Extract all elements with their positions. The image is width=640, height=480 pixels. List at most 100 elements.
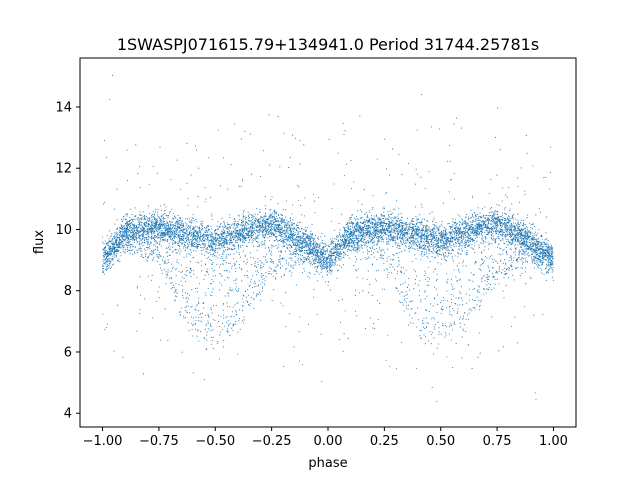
data-point bbox=[469, 234, 471, 236]
data-point bbox=[213, 230, 215, 232]
data-point bbox=[298, 199, 300, 201]
data-point bbox=[197, 301, 200, 303]
data-point bbox=[313, 237, 315, 239]
data-point bbox=[200, 223, 202, 225]
data-point bbox=[510, 264, 512, 266]
data-point bbox=[399, 245, 401, 247]
data-point bbox=[338, 248, 340, 250]
data-point bbox=[447, 279, 449, 281]
data-point bbox=[397, 218, 399, 220]
data-point bbox=[171, 223, 173, 225]
data-point bbox=[228, 277, 230, 279]
data-point bbox=[448, 249, 450, 251]
data-point bbox=[406, 226, 408, 228]
data-point bbox=[550, 250, 553, 252]
data-point bbox=[256, 241, 259, 243]
data-point bbox=[286, 243, 288, 245]
data-point bbox=[433, 247, 435, 249]
data-point bbox=[435, 225, 437, 227]
data-point bbox=[229, 236, 231, 238]
data-point bbox=[200, 244, 202, 246]
data-point bbox=[444, 331, 446, 334]
data-point bbox=[153, 256, 155, 258]
data-point bbox=[437, 242, 440, 244]
data-point bbox=[383, 208, 386, 210]
data-point bbox=[257, 261, 259, 263]
data-point bbox=[438, 244, 440, 247]
data-point bbox=[250, 133, 252, 135]
data-point bbox=[170, 231, 172, 233]
data-point bbox=[115, 235, 117, 237]
data-point bbox=[307, 234, 309, 236]
data-point bbox=[153, 236, 155, 238]
data-point bbox=[228, 289, 230, 291]
data-point bbox=[434, 243, 436, 245]
data-point bbox=[422, 251, 424, 253]
data-point bbox=[530, 223, 532, 226]
data-point bbox=[289, 253, 291, 255]
data-point bbox=[102, 313, 104, 315]
data-point bbox=[256, 235, 258, 237]
data-point bbox=[231, 242, 233, 244]
data-point bbox=[263, 217, 265, 219]
data-point bbox=[210, 283, 212, 285]
data-point bbox=[528, 247, 530, 249]
data-point bbox=[269, 215, 272, 218]
data-point bbox=[304, 245, 306, 247]
data-point bbox=[343, 264, 345, 266]
data-point bbox=[427, 230, 429, 232]
data-point bbox=[290, 231, 292, 233]
data-point bbox=[201, 316, 203, 318]
data-point bbox=[474, 245, 476, 247]
data-point bbox=[388, 174, 391, 176]
data-point bbox=[196, 243, 198, 245]
data-point bbox=[234, 220, 236, 222]
data-point bbox=[382, 207, 384, 209]
data-point bbox=[389, 239, 391, 241]
data-point bbox=[235, 225, 238, 227]
data-point bbox=[264, 240, 266, 242]
data-point bbox=[462, 317, 464, 319]
data-point bbox=[143, 256, 145, 258]
data-point bbox=[400, 284, 402, 286]
data-point bbox=[441, 225, 443, 227]
data-point bbox=[347, 237, 349, 239]
data-point bbox=[506, 267, 508, 269]
data-point bbox=[247, 232, 249, 234]
data-point bbox=[494, 223, 496, 225]
data-point bbox=[427, 280, 429, 282]
data-point bbox=[311, 234, 313, 236]
data-point bbox=[200, 221, 202, 223]
data-point bbox=[526, 248, 528, 250]
data-point bbox=[110, 243, 112, 245]
data-point bbox=[417, 218, 419, 221]
data-point bbox=[211, 228, 213, 230]
data-point bbox=[199, 231, 201, 233]
chart-title: 1SWASPJ071615.79+134941.0 Period 31744.2… bbox=[117, 35, 539, 54]
data-point bbox=[405, 233, 407, 236]
data-point bbox=[204, 234, 206, 236]
data-point bbox=[307, 246, 310, 249]
data-point bbox=[205, 198, 207, 200]
data-point bbox=[192, 228, 194, 230]
data-point bbox=[357, 229, 359, 231]
data-point bbox=[444, 237, 446, 239]
data-point bbox=[501, 200, 503, 202]
data-point bbox=[196, 303, 198, 306]
data-point bbox=[288, 250, 290, 252]
data-point bbox=[357, 223, 359, 225]
data-point bbox=[153, 249, 155, 251]
data-point bbox=[540, 245, 542, 247]
data-point bbox=[421, 241, 423, 243]
data-point bbox=[377, 216, 379, 218]
data-point bbox=[468, 318, 470, 320]
data-point bbox=[181, 270, 183, 272]
data-point bbox=[163, 214, 165, 216]
data-point bbox=[493, 211, 495, 213]
data-point bbox=[103, 256, 105, 258]
data-point bbox=[170, 232, 172, 234]
data-point bbox=[434, 230, 436, 232]
data-point bbox=[365, 224, 367, 226]
data-point bbox=[211, 237, 214, 239]
data-point bbox=[521, 257, 524, 259]
